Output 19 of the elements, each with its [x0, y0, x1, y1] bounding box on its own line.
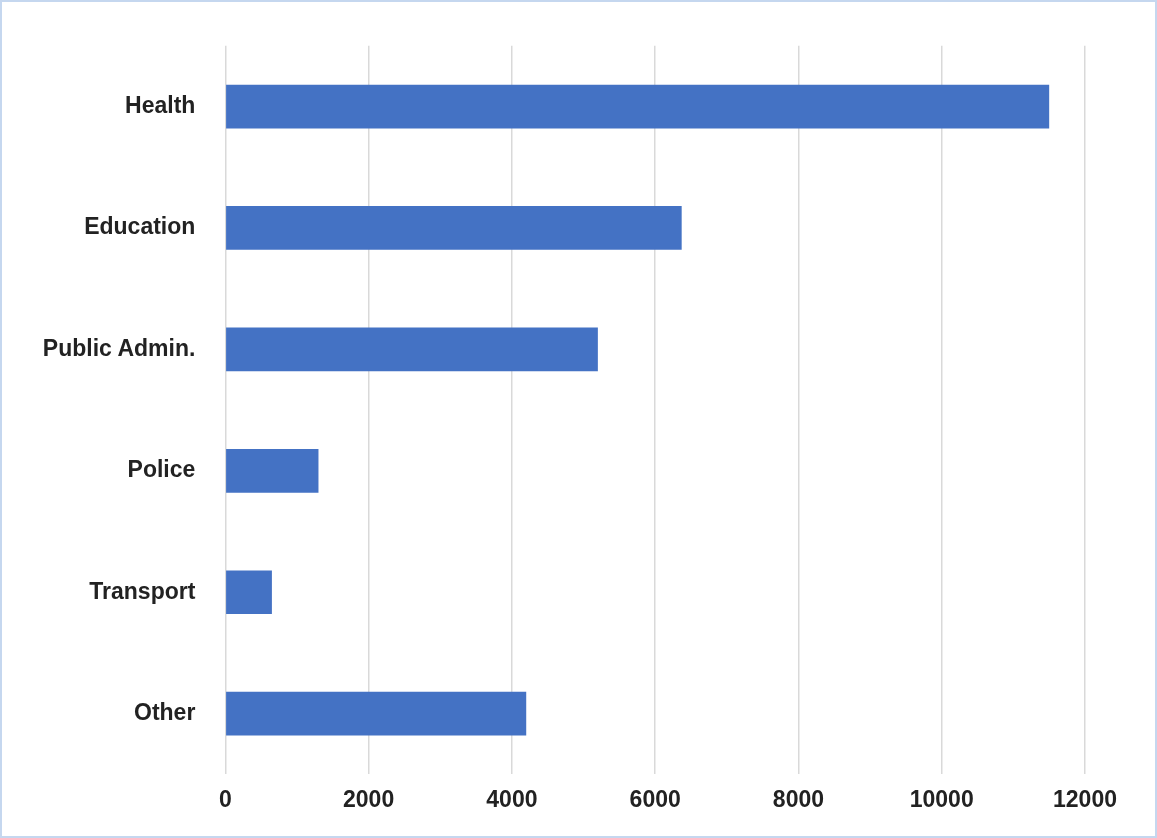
bar	[226, 570, 272, 615]
bar	[226, 84, 1050, 129]
x-tick-label: 12000	[1053, 785, 1117, 812]
x-tick-label: 2000	[343, 785, 395, 812]
y-tick-label: Education	[84, 213, 196, 240]
y-tick-label: Public Admin.	[42, 334, 196, 361]
y-tick-label: Health	[125, 91, 196, 118]
x-tick-label: 4000	[486, 785, 538, 812]
y-tick-label: Transport	[89, 577, 196, 604]
x-tick-label: 0	[218, 785, 232, 812]
y-tick-label: Police	[127, 456, 196, 483]
bar	[226, 448, 319, 493]
x-tick-label: 10000	[909, 785, 974, 812]
y-tick-label: Other	[134, 699, 196, 726]
x-tick-label: 6000	[629, 785, 681, 812]
bar	[226, 691, 527, 736]
bar	[226, 206, 682, 250]
bar	[226, 327, 598, 372]
x-tick-label: 8000	[772, 785, 825, 812]
